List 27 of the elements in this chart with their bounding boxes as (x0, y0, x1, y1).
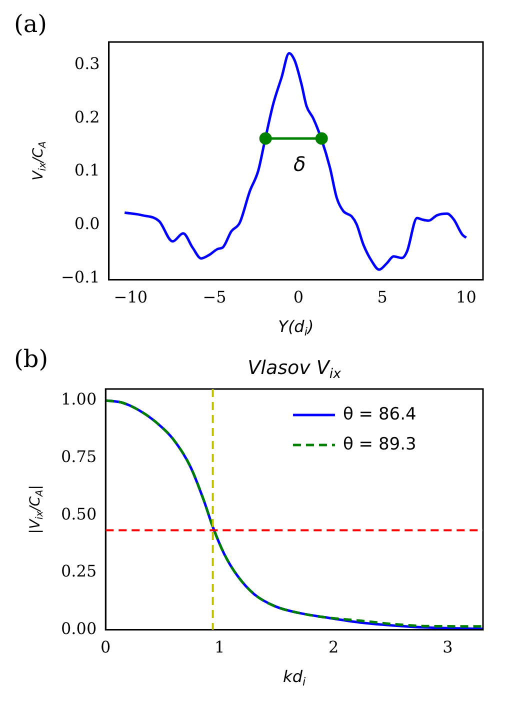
y-tick-label: 0.50 (61, 504, 97, 524)
y-tick-label: 0.2 (74, 107, 100, 126)
y-tick-label: 0.25 (61, 562, 97, 581)
y-tick-label: 0.75 (61, 446, 97, 466)
x-tick-label: −10 (114, 288, 148, 307)
y-tick-label: 1.00 (61, 390, 97, 409)
line-series (123, 52, 468, 271)
legend-label: θ = 86.4 (343, 404, 416, 424)
x-tick-label: 0 (100, 638, 111, 657)
x-tick-label: 2 (328, 638, 339, 657)
x-tick-label: 1 (214, 638, 225, 657)
y-tick-label: 0.3 (74, 54, 100, 74)
x-tick-label: 5 (377, 288, 388, 307)
text: (b) (14, 345, 48, 374)
x-tick-label: 10 (456, 288, 476, 307)
y-tick-label: −0.1 (60, 267, 100, 286)
legend-label: θ = 89.3 (343, 434, 416, 454)
y-tick-label: 0.00 (61, 618, 97, 638)
y-tick-label: 0.0 (74, 214, 100, 234)
annotation: δ (294, 152, 306, 176)
text: (a) (14, 10, 48, 38)
y-axis-title: Vix/CA (30, 140, 49, 181)
x-tick-label: 0 (293, 288, 304, 307)
x-tick-label: −5 (202, 288, 226, 307)
y-axis-title: |Vix/CA| (27, 485, 46, 534)
y-tick-label: 0.1 (74, 160, 100, 180)
x-tick-label: 3 (442, 638, 453, 657)
